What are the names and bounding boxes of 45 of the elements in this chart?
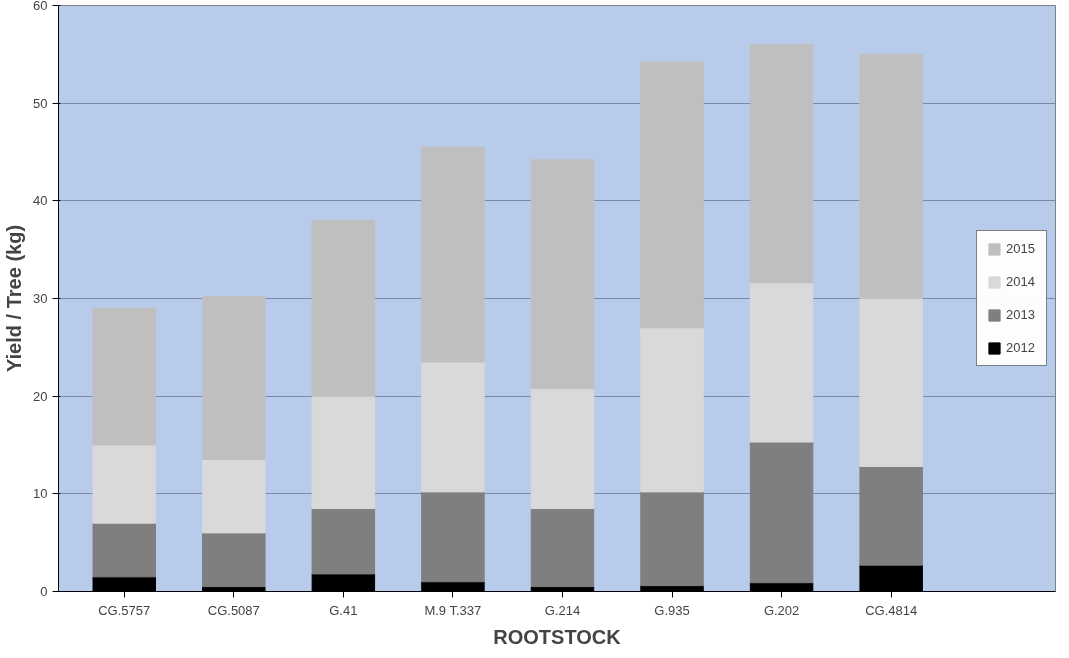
x-tick-label: M.9 T.337 xyxy=(424,602,482,618)
bar xyxy=(421,361,485,493)
x-axis-title: ROOTSTOCK xyxy=(493,625,622,648)
y-tick-label: 60 xyxy=(33,0,48,13)
bar xyxy=(92,444,156,524)
bar xyxy=(202,532,266,588)
y-axis-title: Yield / Tree (kg) xyxy=(3,224,26,373)
legend-label: 2013 xyxy=(1006,307,1036,322)
bar xyxy=(421,146,485,363)
bar xyxy=(640,327,704,493)
y-tick-label: 0 xyxy=(40,584,48,599)
x-tick-label: G.41 xyxy=(329,602,358,618)
bar xyxy=(640,491,704,587)
legend-label: 2012 xyxy=(1006,340,1036,355)
bar xyxy=(530,507,595,588)
y-tick-label: 40 xyxy=(33,193,48,209)
bar xyxy=(92,522,156,578)
x-tick-label: CG.5087 xyxy=(207,602,260,618)
bar xyxy=(311,507,376,575)
x-tick-label: CG.5757 xyxy=(98,602,151,618)
bar xyxy=(530,387,595,509)
bar xyxy=(859,53,923,299)
y-tick-label: 30 xyxy=(33,291,48,306)
bar xyxy=(311,219,376,397)
y-tick-label: 10 xyxy=(33,486,48,502)
bar xyxy=(749,282,814,443)
x-tick-label: G.935 xyxy=(654,602,690,618)
y-tick-label: 20 xyxy=(33,388,48,404)
bar xyxy=(92,307,156,446)
x-tick-label: G.214 xyxy=(544,602,581,618)
bar xyxy=(530,159,595,389)
bar xyxy=(421,491,485,583)
y-tick-label: 50 xyxy=(33,95,48,111)
legend-label: 2015 xyxy=(1006,241,1036,256)
bar xyxy=(859,298,923,467)
bar xyxy=(749,44,814,284)
bar xyxy=(311,395,376,509)
x-tick-label: G.202 xyxy=(763,602,800,618)
bar xyxy=(749,441,814,584)
legend-label: 2014 xyxy=(1006,274,1036,289)
bar xyxy=(202,459,266,534)
bar xyxy=(202,296,266,461)
x-tick-label: CG.4814 xyxy=(865,602,918,618)
bar xyxy=(859,465,923,566)
bar xyxy=(640,61,704,329)
